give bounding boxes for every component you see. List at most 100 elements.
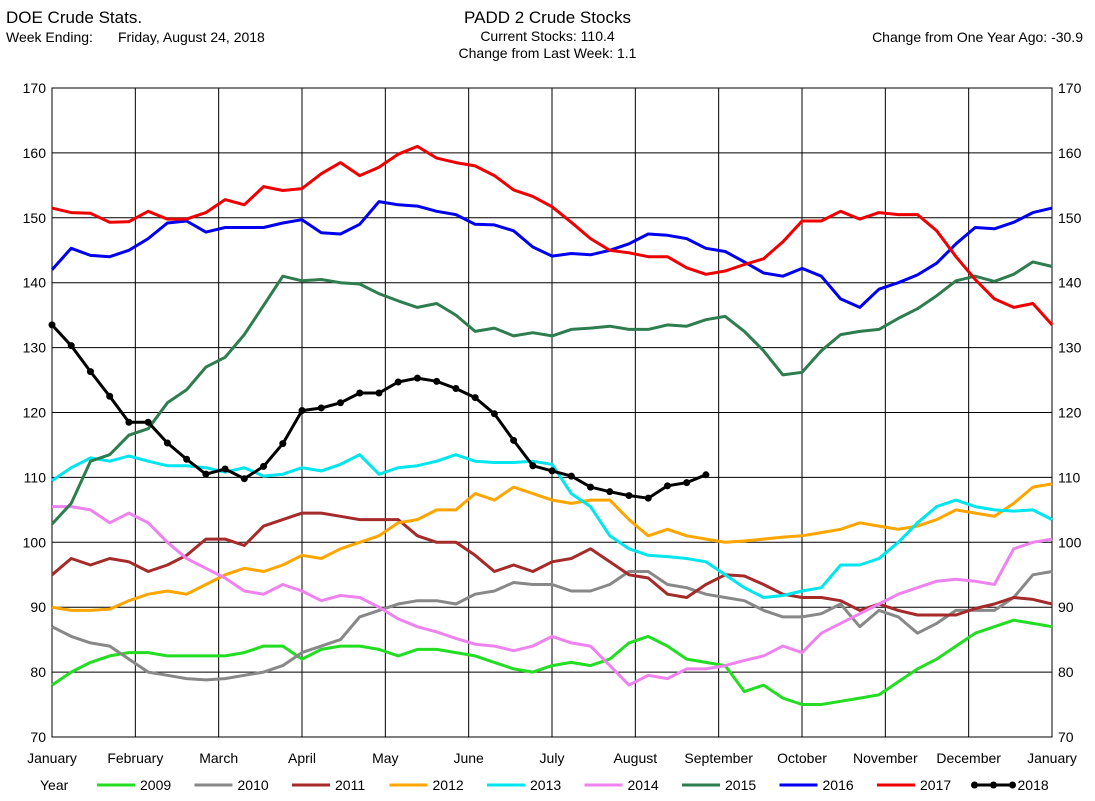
legend-item-2017: 2017 <box>877 777 951 793</box>
series-line-2015 <box>50 260 1053 526</box>
current-stocks-text: Current Stocks: 110.4 <box>480 28 615 44</box>
y-tick-label-left: 140 <box>23 275 47 291</box>
y-tick-label-right: 90 <box>1058 599 1074 615</box>
data-point-2018 <box>337 399 344 407</box>
legend-label: 2015 <box>725 777 756 793</box>
data-point-2018 <box>298 407 306 415</box>
data-point-2018 <box>606 488 614 496</box>
y-tick-label-right: 80 <box>1058 664 1074 680</box>
legend-label: 2016 <box>823 777 854 793</box>
source-label: DOE Crude Stats. <box>6 8 143 27</box>
legend-item-2016: 2016 <box>779 777 854 793</box>
data-point-2018 <box>413 374 421 382</box>
chart-legend: Year 2009 2010 2011 2012 2013 2014 2015 2016 2017… <box>40 777 1049 793</box>
week-ending-value: Friday, August 24, 2018 <box>118 29 265 45</box>
change-last-week-text: Change from Last Week: 1.1 <box>458 45 637 61</box>
legend-marker <box>990 781 997 789</box>
data-point-2018 <box>510 436 518 444</box>
series-2018 <box>48 321 710 502</box>
data-point-2018 <box>529 462 537 470</box>
data-point-2018 <box>452 384 460 392</box>
x-tick-label: March <box>199 750 238 766</box>
series-line-2014 <box>52 505 1053 687</box>
series-line-2017 <box>51 144 1054 326</box>
series-2010 <box>51 570 1053 682</box>
series-2009 <box>51 618 1053 706</box>
y-tick-label-right: 130 <box>1058 340 1082 356</box>
change-year-ago-text: Change from One Year Ago: -30.9 <box>872 29 1083 45</box>
legend-label: 2013 <box>530 777 561 793</box>
data-point-2018 <box>471 394 479 402</box>
y-tick-label-right: 170 <box>1058 80 1082 96</box>
data-point-2018 <box>375 389 383 397</box>
x-tick-label: August <box>614 750 658 766</box>
y-tick-label-right: 100 <box>1058 534 1082 550</box>
series-line-2010 <box>51 570 1053 682</box>
series-2017 <box>51 144 1054 326</box>
legend-label: 2017 <box>920 777 951 793</box>
x-tick-label: February <box>107 750 163 766</box>
legend-label: 2010 <box>238 777 269 793</box>
x-tick-label: September <box>684 750 753 766</box>
legend-marker <box>971 781 978 789</box>
x-tick-label: July <box>540 750 565 766</box>
legend-label: 2009 <box>140 777 171 793</box>
data-point-2018 <box>702 471 710 479</box>
axis-labels: 70 70 80 80 90 90 100 100 110 110 120 120 130 130 140 1… <box>23 80 1082 766</box>
chart-title: PADD 2 Crude Stocks <box>464 8 631 27</box>
legend-title: Year <box>40 777 69 793</box>
legend-item-2012: 2012 <box>389 777 464 793</box>
y-tick-label-left: 70 <box>30 729 46 745</box>
data-point-2018 <box>163 439 171 447</box>
series-line-2009 <box>51 618 1053 706</box>
y-tick-label-left: 170 <box>23 80 47 96</box>
legend-label: 2018 <box>1018 777 1049 793</box>
y-tick-label-right: 110 <box>1058 469 1081 485</box>
series-layer <box>48 144 1054 706</box>
data-point-2018 <box>221 465 229 473</box>
series-line-2016 <box>50 200 1053 309</box>
data-point-2018 <box>548 467 556 475</box>
series-2011 <box>51 511 1053 617</box>
x-tick-label: November <box>853 750 918 766</box>
data-point-2018 <box>663 482 671 490</box>
y-tick-label-left: 130 <box>23 340 47 356</box>
legend-marker <box>1009 781 1016 789</box>
y-tick-label-left: 90 <box>30 599 46 615</box>
data-point-2018 <box>106 392 114 400</box>
legend-item-2013: 2013 <box>487 777 561 793</box>
data-point-2018 <box>625 492 633 500</box>
data-point-2018 <box>67 342 75 350</box>
y-tick-label-right: 160 <box>1058 145 1082 161</box>
legend-item-2010: 2010 <box>194 777 269 793</box>
legend-item-2011: 2011 <box>292 777 365 793</box>
data-point-2018 <box>490 410 498 418</box>
legend-item-2015: 2015 <box>682 777 756 793</box>
data-point-2018 <box>356 389 364 397</box>
legend-label: 2012 <box>433 777 464 793</box>
x-tick-label: June <box>453 750 484 766</box>
y-tick-label-left: 100 <box>23 534 47 550</box>
data-point-2018 <box>240 475 248 483</box>
data-point-2018 <box>394 378 402 386</box>
series-line-2011 <box>51 511 1053 617</box>
data-point-2018 <box>48 321 56 329</box>
week-ending-label: Week Ending: <box>6 29 93 45</box>
data-point-2018 <box>125 418 133 426</box>
y-tick-label-left: 160 <box>23 145 47 161</box>
legend-item-2018: 2018 <box>971 777 1049 793</box>
y-tick-label-left: 150 <box>23 210 47 226</box>
y-tick-label-left: 120 <box>23 405 47 421</box>
data-point-2018 <box>279 440 287 448</box>
data-point-2018 <box>317 404 325 412</box>
y-tick-label-left: 80 <box>30 664 46 680</box>
series-2012 <box>51 482 1053 612</box>
y-tick-label-left: 110 <box>24 469 47 485</box>
data-point-2018 <box>567 472 575 480</box>
legend-item-2009: 2009 <box>97 777 171 793</box>
x-tick-label: December <box>936 750 1001 766</box>
data-point-2018 <box>260 462 268 470</box>
y-tick-label-right: 150 <box>1058 210 1082 226</box>
series-2016 <box>50 200 1053 309</box>
